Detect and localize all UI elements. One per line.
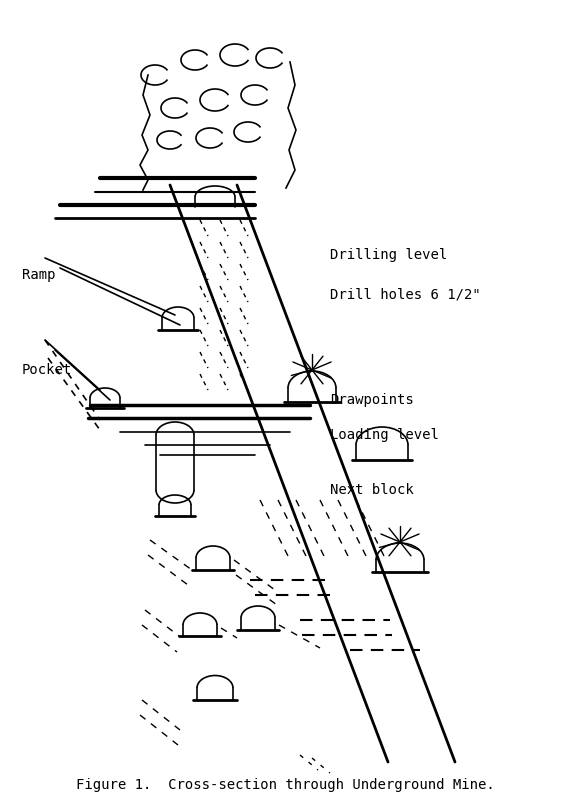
Text: Drawpoints: Drawpoints bbox=[330, 393, 414, 407]
Text: Next block: Next block bbox=[330, 483, 414, 497]
Text: Drill holes 6 1/2": Drill holes 6 1/2" bbox=[330, 288, 481, 302]
Text: Pocket: Pocket bbox=[22, 363, 73, 377]
Text: Ramp: Ramp bbox=[22, 268, 55, 282]
Text: Loading level: Loading level bbox=[330, 428, 439, 442]
Text: Drilling level: Drilling level bbox=[330, 248, 447, 262]
Text: Figure 1.  Cross-section through Underground Mine.: Figure 1. Cross-section through Undergro… bbox=[75, 778, 494, 792]
